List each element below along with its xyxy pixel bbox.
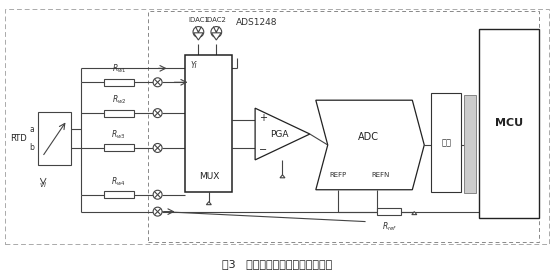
Polygon shape [255, 108, 310, 160]
Text: PGA: PGA [270, 130, 289, 138]
Text: $R_{w2}$: $R_{w2}$ [111, 94, 126, 106]
Text: b: b [29, 143, 34, 152]
Text: ADS1248: ADS1248 [237, 18, 278, 27]
Text: $R_{ref}$: $R_{ref}$ [382, 220, 397, 233]
Text: MCU: MCU [495, 118, 523, 128]
Text: REFP: REFP [329, 172, 346, 178]
Bar [38, 112, 71, 165]
Bar [104, 145, 134, 152]
Text: $R_{w1}$: $R_{w1}$ [111, 63, 126, 75]
Text: 图3   四线制热电阻测量原理示意图: 图3 四线制热电阻测量原理示意图 [222, 259, 332, 269]
Polygon shape [212, 33, 221, 40]
Bar [464, 95, 476, 193]
Bar [6, 9, 548, 244]
Text: ADC: ADC [357, 132, 378, 142]
Text: RTD: RTD [11, 134, 27, 143]
Polygon shape [280, 175, 285, 178]
Circle shape [153, 207, 162, 216]
Bar [431, 93, 461, 192]
Bar [479, 29, 538, 218]
Text: +: + [259, 113, 267, 123]
Text: v: v [39, 182, 43, 188]
Text: a: a [29, 125, 34, 133]
Bar [104, 79, 134, 86]
Circle shape [153, 78, 162, 87]
Polygon shape [412, 212, 417, 215]
Text: 其他: 其他 [441, 138, 451, 147]
Circle shape [153, 190, 162, 199]
Text: IDAC1: IDAC1 [188, 17, 209, 23]
Text: REFN: REFN [371, 172, 389, 178]
Text: IDAC2: IDAC2 [206, 17, 227, 23]
Polygon shape [193, 33, 203, 40]
Text: $R_{w4}$: $R_{w4}$ [111, 175, 126, 188]
Polygon shape [206, 202, 211, 205]
Circle shape [153, 109, 162, 118]
Circle shape [153, 143, 162, 152]
Text: MUX: MUX [199, 172, 219, 181]
Text: Yi: Yi [191, 61, 197, 70]
Bar [104, 191, 134, 198]
Circle shape [211, 27, 222, 37]
Bar [148, 11, 538, 242]
Text: $R_{w3}$: $R_{w3}$ [111, 128, 126, 141]
Circle shape [193, 27, 204, 37]
Text: i: i [44, 182, 46, 188]
Text: −: − [259, 145, 267, 155]
Polygon shape [316, 100, 424, 190]
Bar [104, 110, 134, 116]
Bar [377, 208, 402, 215]
Bar [186, 55, 232, 192]
